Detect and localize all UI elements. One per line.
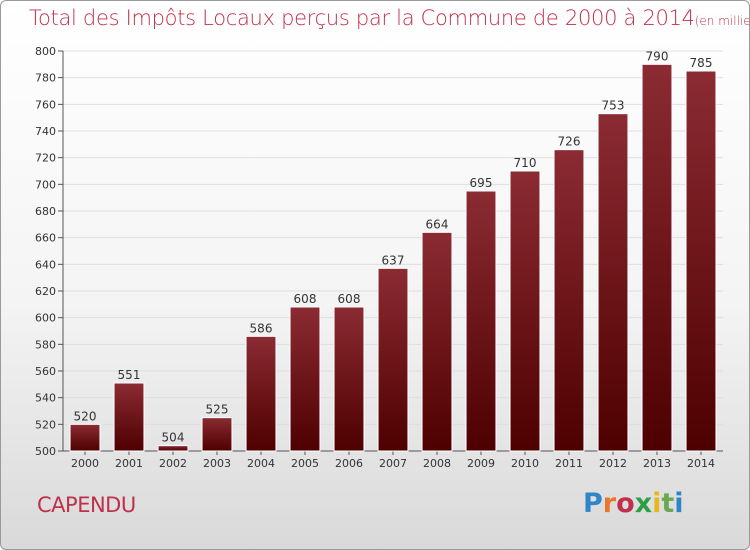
data-label: 637 (382, 253, 405, 267)
x-tick-label: 2002 (159, 457, 187, 470)
y-tick-label: 580 (35, 338, 56, 351)
x-tick-label: 2010 (511, 457, 539, 470)
data-label: 608 (294, 292, 317, 306)
x-tick-label: 2013 (643, 457, 671, 470)
chart-title: Total des Impôts Locaux perçus par la Co… (29, 6, 750, 30)
x-tick-label: 2008 (423, 457, 451, 470)
bar-2009 (465, 190, 497, 452)
data-label: 785 (690, 56, 713, 70)
bar-2004 (245, 335, 277, 452)
x-tick-label: 2014 (687, 457, 715, 470)
proxiti-logo[interactable]: Proxiti (583, 488, 684, 519)
x-tick-label: 2009 (467, 457, 495, 470)
title-text: Total des Impôts Locaux perçus par la Co… (29, 6, 695, 30)
commune-name: CAPENDU (37, 493, 136, 517)
data-label: 695 (470, 176, 493, 190)
y-tick-label: 600 (35, 312, 56, 325)
bar-2008 (421, 231, 453, 452)
data-label: 726 (558, 135, 581, 149)
x-tick-label: 2004 (247, 457, 275, 470)
logo-letter: r (602, 488, 617, 519)
x-tick-label: 2012 (599, 457, 627, 470)
data-labels: 520 551 504 525 586 608 608 637 664 695 710 726 753 7… (74, 49, 713, 444)
logo-letter: P (583, 488, 603, 519)
data-label: 586 (250, 321, 273, 335)
x-tick-label: 2007 (379, 457, 407, 470)
bar-2005 (289, 306, 321, 452)
y-tick-label: 760 (35, 98, 56, 111)
logo-letter: i (674, 488, 684, 519)
bar-2010 (509, 170, 541, 452)
bar-2002 (157, 445, 189, 452)
axes: 500 520 540 560 580 600 620 640 660 680 700 720 740 7… (35, 45, 723, 470)
logo-letter: t (661, 488, 675, 519)
logo-letter: x (634, 488, 653, 519)
x-tick-label: 2005 (291, 457, 319, 470)
y-tick-label: 500 (35, 445, 56, 458)
y-tick-label: 560 (35, 365, 56, 378)
bar-2001 (113, 382, 145, 452)
x-tick-label: 2011 (555, 457, 583, 470)
data-label: 710 (514, 156, 537, 170)
y-tick-label: 680 (35, 205, 56, 218)
y-tick-label: 620 (35, 285, 56, 298)
bar-2013 (641, 63, 673, 452)
data-label: 525 (206, 403, 229, 417)
y-tick-label: 800 (35, 45, 56, 58)
y-tick-label: 700 (35, 178, 56, 191)
y-tick-label: 660 (35, 232, 56, 245)
y-tick-label: 720 (35, 152, 56, 165)
bars (69, 63, 717, 452)
bar-2003 (201, 417, 233, 452)
x-tick-label: 2000 (71, 457, 99, 470)
bar-2011 (553, 149, 585, 452)
y-tick-label: 520 (35, 418, 56, 431)
title-unit: (en milliers d'€) (694, 14, 750, 28)
x-tick-label: 2003 (203, 457, 231, 470)
bar-2007 (377, 267, 409, 452)
data-label: 664 (426, 217, 449, 231)
y-tick-label: 540 (35, 392, 56, 405)
data-label: 504 (162, 431, 185, 445)
data-label: 790 (646, 49, 669, 63)
data-label: 551 (118, 368, 141, 382)
data-label: 608 (338, 292, 361, 306)
logo-letter: o (616, 488, 635, 519)
bar-2012 (597, 113, 629, 452)
x-tick-label: 2001 (115, 457, 143, 470)
bar-2000 (69, 423, 101, 452)
logo-letter: i (652, 488, 662, 519)
bar-2006 (333, 306, 365, 452)
x-tick-label: 2006 (335, 457, 363, 470)
y-tick-label: 740 (35, 125, 56, 138)
bar-2014 (685, 70, 717, 452)
data-label: 520 (74, 409, 97, 423)
data-label: 753 (602, 99, 625, 113)
y-tick-label: 640 (35, 258, 56, 271)
y-tick-label: 780 (35, 72, 56, 85)
